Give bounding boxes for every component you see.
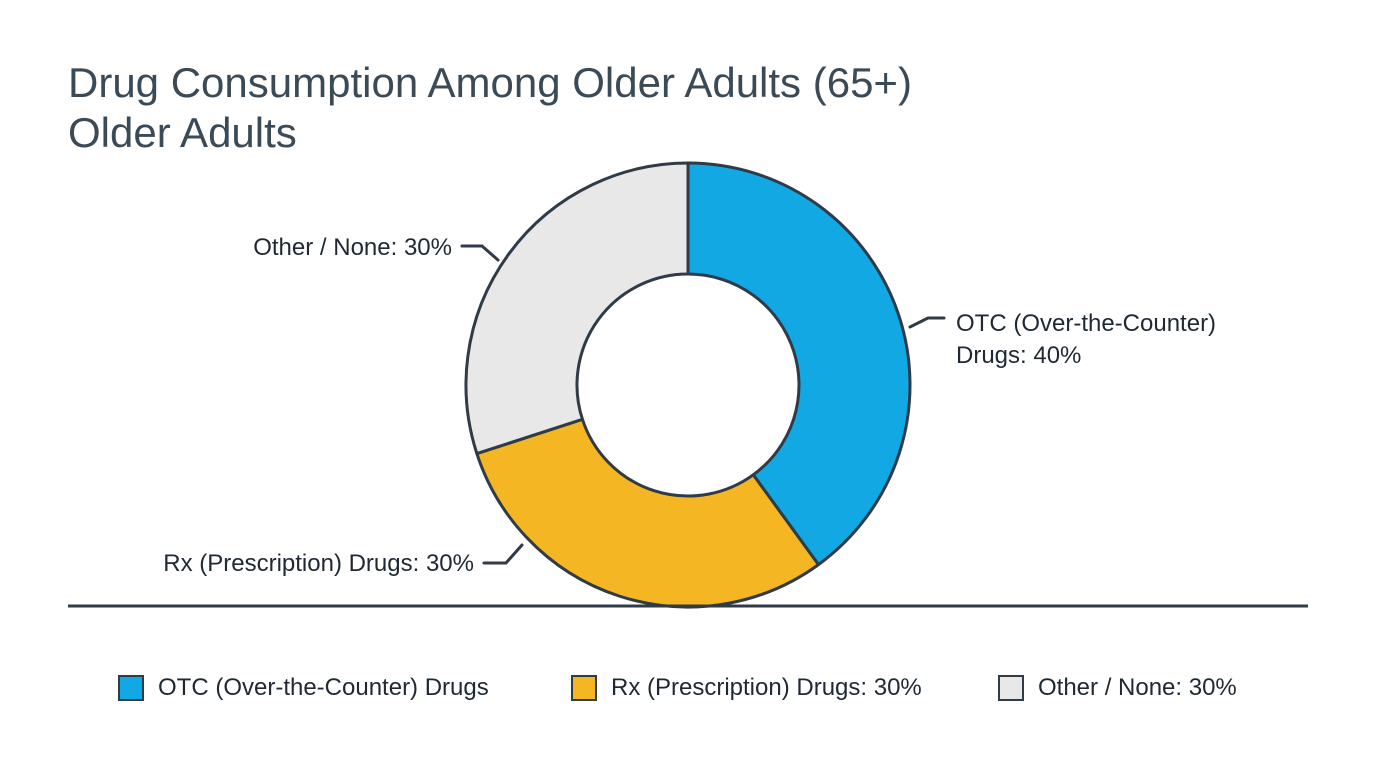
legend-swatch-rx (571, 675, 597, 701)
callout-otc-line-1: OTC (Over-the-Counter) (956, 310, 1216, 337)
chart-title-line-1: Drug Consumption Among Older Adults (65+… (68, 59, 912, 106)
slice-otc (686, 161, 912, 567)
leader-line-rx (482, 543, 524, 565)
legend-label-other: Other / None: 30% (1038, 674, 1237, 701)
legend-swatch-otc (118, 675, 144, 701)
callout-rx-line-1: Rx (Prescription) Drugs: 30% (163, 550, 474, 577)
leader-line-otc (908, 316, 946, 329)
slice-rx (475, 417, 820, 609)
legend-item-rx: Rx (Prescription) Drugs: 30% (571, 668, 922, 708)
legend-item-other: Other / None: 30% (998, 668, 1237, 708)
legend-item-otc: OTC (Over-the-Counter) Drugs (118, 668, 489, 708)
callout-other-line-1: Other / None: 30% (253, 234, 452, 261)
callout-labels: OTC (Over-the-Counter) Drugs: 40% Rx (Pres… (163, 234, 1216, 577)
legend-swatch-other (998, 675, 1024, 701)
leader-line-other (460, 244, 500, 262)
chart-title-line-2: Older Adults (68, 109, 297, 156)
callout-leaders (460, 244, 946, 565)
slice-other (464, 161, 690, 456)
donut-slices (464, 161, 912, 609)
chart-title: Drug Consumption Among Older Adults (65+… (68, 58, 1268, 158)
chart-legend: OTC (Over-the-Counter) Drugs Rx (Prescri… (0, 668, 1376, 708)
callout-otc-line-2: Drugs: 40% (956, 342, 1081, 369)
legend-label-otc: OTC (Over-the-Counter) Drugs (158, 674, 489, 701)
legend-label-rx: Rx (Prescription) Drugs: 30% (611, 674, 922, 701)
